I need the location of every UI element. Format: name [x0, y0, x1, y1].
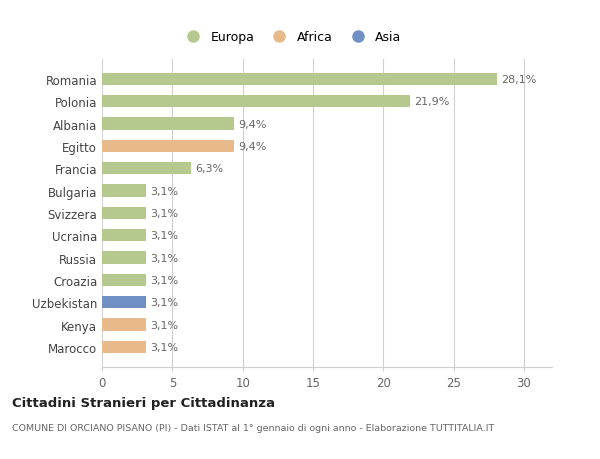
Text: 9,4%: 9,4%	[238, 119, 267, 129]
Bar	[102, 341, 146, 353]
Text: 9,4%: 9,4%	[238, 142, 267, 151]
Text: 3,1%: 3,1%	[150, 231, 178, 241]
Bar	[102, 297, 146, 308]
Text: 3,1%: 3,1%	[150, 297, 178, 308]
Text: 6,3%: 6,3%	[195, 164, 223, 174]
Bar	[102, 73, 497, 86]
Text: 3,1%: 3,1%	[150, 186, 178, 196]
Text: 3,1%: 3,1%	[150, 320, 178, 330]
Bar	[102, 207, 146, 219]
Bar	[102, 252, 146, 264]
Legend: Europa, Africa, Asia: Europa, Africa, Asia	[176, 26, 407, 49]
Bar	[102, 140, 234, 153]
Text: 3,1%: 3,1%	[150, 208, 178, 218]
Text: 28,1%: 28,1%	[502, 75, 537, 85]
Bar	[102, 230, 146, 242]
Text: 3,1%: 3,1%	[150, 275, 178, 285]
Text: 3,1%: 3,1%	[150, 253, 178, 263]
Bar	[102, 118, 234, 130]
Text: 3,1%: 3,1%	[150, 342, 178, 352]
Bar	[102, 274, 146, 286]
Bar	[102, 185, 146, 197]
Bar	[102, 96, 410, 108]
Text: COMUNE DI ORCIANO PISANO (PI) - Dati ISTAT al 1° gennaio di ogni anno - Elaboraz: COMUNE DI ORCIANO PISANO (PI) - Dati IST…	[12, 424, 494, 432]
Text: Cittadini Stranieri per Cittadinanza: Cittadini Stranieri per Cittadinanza	[12, 396, 275, 409]
Text: 21,9%: 21,9%	[414, 97, 449, 107]
Bar	[102, 163, 191, 175]
Bar	[102, 319, 146, 331]
